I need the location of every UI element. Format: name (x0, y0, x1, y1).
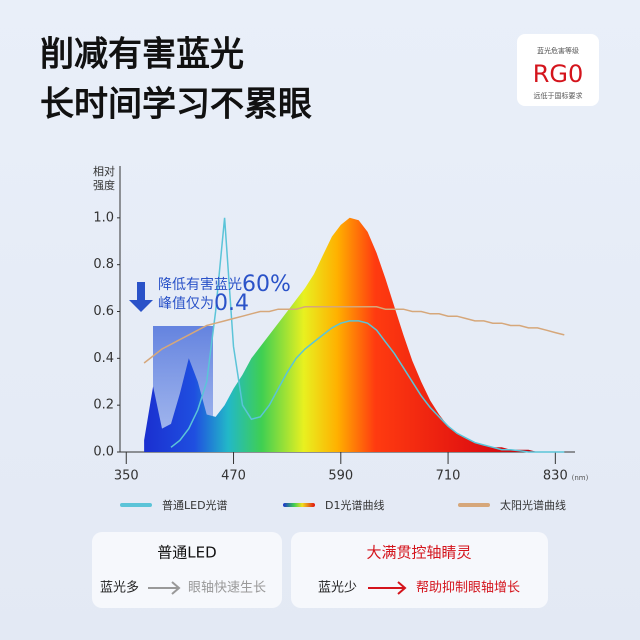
badge (517, 34, 599, 106)
legend-label: 太阳光谱曲线 (500, 498, 566, 512)
x-tick-label: 350 (114, 469, 139, 484)
card-from: 蓝光多 (100, 580, 139, 596)
card-from: 蓝光少 (318, 581, 357, 596)
card (291, 532, 548, 608)
legend-swatch (120, 503, 152, 507)
arrow (148, 581, 181, 595)
y-tick-label: 0.0 (93, 445, 114, 460)
y-tick-label: 1.0 (93, 210, 114, 225)
y-tick-label: 0.8 (93, 257, 114, 272)
card-to: 帮助抑制眼轴增长 (416, 581, 520, 596)
y-axis-label: 相对 (93, 164, 115, 178)
annotation: 峰值仅为0.4 (158, 291, 249, 316)
x-axis-unit: (nm) (572, 474, 589, 482)
down-arrow (129, 282, 153, 312)
card-to: 眼轴快速生长 (188, 581, 266, 596)
badge-note: 远低于国标要求 (534, 91, 583, 100)
legend-label: 普通LED光谱 (162, 498, 228, 512)
arrow (368, 581, 407, 595)
badge-caption: 蓝光危害等级 (537, 46, 579, 55)
card-title: 大满贯控轴睛灵 (366, 544, 471, 562)
x-tick-label: 470 (221, 469, 246, 484)
card-title: 普通LED (157, 544, 216, 562)
y-tick-label: 0.2 (93, 398, 114, 413)
annotation-value: 0.4 (214, 291, 249, 316)
x-tick-label: 590 (328, 469, 353, 484)
annotation-text: 降低有害蓝光 (158, 277, 242, 293)
y-tick-label: 0.6 (93, 304, 114, 319)
title: 削减有害蓝光 (40, 35, 244, 75)
spectrum-line (143, 306, 565, 364)
title: 长时间学习不累眼 (40, 85, 312, 125)
x-tick-label: 830 (543, 469, 568, 484)
annotation: 降低有害蓝光60% (158, 272, 291, 297)
card (92, 532, 282, 608)
legend-swatch (458, 503, 490, 507)
annotation-value: 60% (242, 272, 291, 297)
y-axis-label: 强度 (93, 178, 115, 192)
badge-grade: RG0 (533, 60, 584, 88)
x-tick-label: 710 (436, 469, 461, 484)
spectrum-line (170, 217, 565, 453)
annotation-text: 峰值仅为 (158, 296, 214, 312)
y-tick-label: 0.4 (93, 351, 114, 366)
legend-label: D1光谱曲线 (325, 498, 384, 512)
legend-swatch (283, 503, 315, 507)
spectrum-area (144, 217, 565, 452)
